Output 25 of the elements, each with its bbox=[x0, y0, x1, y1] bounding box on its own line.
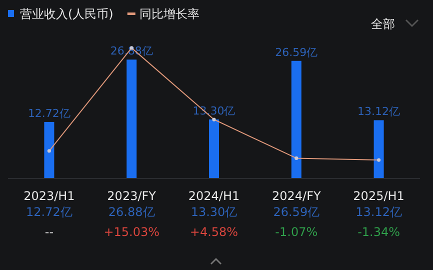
data-label: +15.03% bbox=[104, 225, 160, 239]
x-tick-label: 2025/H1 bbox=[353, 189, 404, 203]
bar bbox=[374, 120, 384, 178]
data-label: 26.59亿 bbox=[273, 205, 320, 219]
data-label: 12.72亿 bbox=[26, 205, 72, 219]
data-label: -- bbox=[44, 225, 54, 239]
x-tick-label: 2023/H1 bbox=[24, 189, 75, 203]
data-label: +4.58% bbox=[190, 225, 238, 239]
bar bbox=[44, 122, 54, 178]
x-tick-label: 2023/FY bbox=[107, 189, 157, 203]
text: 12.72亿 bbox=[28, 106, 70, 120]
data-label: 13.30亿 bbox=[190, 205, 238, 219]
x-tick-label: 2024/H1 bbox=[188, 189, 240, 203]
text: 13.12亿 bbox=[358, 105, 400, 118]
x-tick-label: 2024/FY bbox=[272, 189, 322, 203]
data-label: -1.34% bbox=[358, 225, 400, 239]
legend-label: 同比增长率 bbox=[139, 7, 200, 21]
data-label: -1.07% bbox=[275, 225, 318, 239]
bar bbox=[209, 119, 219, 178]
data-label: 26.88亿 bbox=[108, 205, 155, 219]
text: 26.59亿 bbox=[275, 46, 318, 59]
bar bbox=[126, 60, 137, 178]
text: 全部 bbox=[371, 17, 395, 31]
bar bbox=[291, 60, 302, 178]
data-label: 13.12亿 bbox=[356, 205, 402, 219]
